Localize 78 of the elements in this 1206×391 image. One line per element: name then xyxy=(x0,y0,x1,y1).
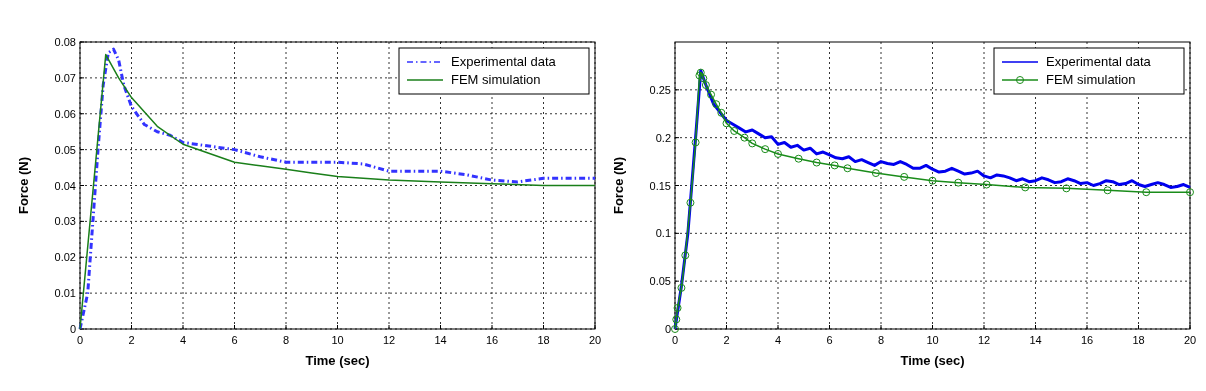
x-tick-label: 12 xyxy=(977,334,991,346)
point xyxy=(871,169,880,178)
point xyxy=(712,100,721,109)
legend-label: Experimental data xyxy=(1046,54,1152,69)
point xyxy=(1142,188,1151,197)
point xyxy=(722,119,731,128)
point xyxy=(740,133,749,142)
x-tick-label: 20 xyxy=(588,334,602,346)
point xyxy=(707,90,716,99)
y-tick-label: 0 xyxy=(69,323,76,335)
y-tick-label: 0.25 xyxy=(649,83,671,96)
legend-label: FEM simulation xyxy=(451,72,541,87)
y-axis-title: Force (N) xyxy=(16,156,31,215)
x-axis-title: Time (sec) xyxy=(900,353,965,368)
y-tick-label: 0.2 xyxy=(655,131,671,144)
point xyxy=(677,283,686,292)
x-tick-label: 2 xyxy=(723,334,730,346)
x-tick-label: 4 xyxy=(179,334,187,346)
x-tick-label: 14 xyxy=(1029,334,1042,346)
point xyxy=(794,154,803,163)
x-tick-label: 0 xyxy=(671,334,679,346)
x-tick-label: 14 xyxy=(434,334,447,346)
point xyxy=(812,158,821,167)
point xyxy=(691,138,700,147)
point xyxy=(1021,183,1030,192)
x-tick-label: 12 xyxy=(382,334,396,346)
point xyxy=(730,126,739,135)
x-tick-label: 6 xyxy=(231,334,238,346)
point xyxy=(673,303,682,312)
point xyxy=(774,149,782,158)
point xyxy=(954,178,963,187)
point xyxy=(701,81,710,90)
y-tick-label: 0.08 xyxy=(54,36,76,48)
x-tick-label: 10 xyxy=(331,334,344,346)
point xyxy=(748,139,757,148)
x-tick-label: 16 xyxy=(1080,334,1094,346)
y-tick-label: 0.05 xyxy=(649,275,671,288)
point xyxy=(1103,186,1112,195)
legend-label: Experimental data xyxy=(451,54,557,69)
legend-label: FEM simulation xyxy=(1046,72,1136,87)
x-tick-label: 2 xyxy=(128,334,135,346)
y-tick-label: 0 xyxy=(664,323,671,335)
point xyxy=(928,176,937,185)
point xyxy=(843,164,852,173)
x-tick-label: 8 xyxy=(877,334,885,346)
point xyxy=(830,161,839,170)
y-tick-label: 0.03 xyxy=(54,215,76,228)
y-tick-label: 0.1 xyxy=(655,227,671,240)
y-tick-label: 0.07 xyxy=(54,71,76,84)
x-tick-label: 10 xyxy=(926,334,939,346)
point xyxy=(900,172,909,181)
y-axis-title: Force (N) xyxy=(611,156,626,215)
point xyxy=(672,315,681,324)
point xyxy=(686,198,695,207)
point xyxy=(1186,188,1194,197)
x-tick-label: 16 xyxy=(485,334,499,346)
point xyxy=(695,71,704,80)
point xyxy=(1062,184,1071,193)
x-tick-label: 18 xyxy=(1132,334,1145,346)
point xyxy=(761,145,770,154)
point xyxy=(681,251,690,260)
x-tick-label: 4 xyxy=(774,334,782,346)
point xyxy=(717,108,726,117)
y-tick-label: 0.05 xyxy=(54,143,76,156)
x-tick-label: 6 xyxy=(826,334,833,346)
point xyxy=(982,180,991,189)
x-tick-label: 18 xyxy=(537,334,550,346)
x-axis-title: Time (sec) xyxy=(305,353,370,368)
point xyxy=(699,74,708,83)
y-tick-label: 0.02 xyxy=(54,251,76,264)
y-tick-label: 0.15 xyxy=(649,179,671,192)
y-tick-label: 0.01 xyxy=(54,287,76,300)
x-tick-label: 8 xyxy=(282,334,290,346)
y-tick-label: 0.06 xyxy=(54,107,76,120)
x-tick-label: 0 xyxy=(76,334,84,346)
y-tick-label: 0.04 xyxy=(54,179,76,192)
x-tick-label: 20 xyxy=(1183,334,1197,346)
point xyxy=(696,68,705,77)
